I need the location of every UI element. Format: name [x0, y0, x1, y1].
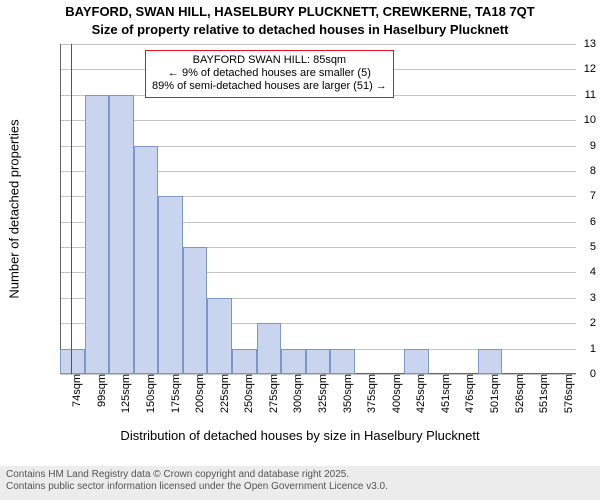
chart-container: BAYFORD, SWAN HILL, HASELBURY PLUCKNETT,… — [0, 0, 600, 500]
y-axis-label: Number of detached properties — [7, 119, 22, 298]
grid-line — [60, 44, 576, 45]
y-tick-label: 5 — [540, 241, 596, 253]
histogram-bar — [60, 349, 85, 374]
y-tick-label: 10 — [540, 114, 596, 126]
x-tick-label: 576sqm — [563, 374, 575, 413]
y-tick-label: 11 — [540, 89, 596, 101]
histogram-bar — [257, 323, 282, 374]
x-tick-label: 476sqm — [464, 374, 476, 413]
annotation-box: BAYFORD SWAN HILL: 85sqm← 9% of detached… — [145, 50, 394, 98]
x-tick-label: 74sqm — [71, 374, 83, 407]
footer-attribution: Contains HM Land Registry data © Crown c… — [0, 466, 600, 500]
x-tick-label: 325sqm — [317, 374, 329, 413]
histogram-bar — [207, 298, 232, 374]
y-tick-label: 7 — [540, 190, 596, 202]
reference-line — [71, 44, 72, 374]
x-tick-label: 350sqm — [342, 374, 354, 413]
x-tick-label: 451sqm — [440, 374, 452, 413]
histogram-bar — [183, 247, 208, 374]
footer-line-1: Contains HM Land Registry data © Crown c… — [6, 469, 594, 481]
histogram-bar — [232, 349, 257, 374]
y-tick-label: 4 — [540, 266, 596, 278]
x-tick-label: 150sqm — [145, 374, 157, 413]
x-tick-label: 275sqm — [268, 374, 280, 413]
y-tick-label: 9 — [540, 140, 596, 152]
x-tick-label: 175sqm — [170, 374, 182, 413]
annotation-line: BAYFORD SWAN HILL: 85sqm — [152, 54, 387, 67]
x-tick-label: 425sqm — [415, 374, 427, 413]
title-line-2: Size of property relative to detached ho… — [0, 22, 600, 37]
grid-line — [60, 120, 576, 121]
x-tick-label: 526sqm — [514, 374, 526, 413]
histogram-bar — [281, 349, 306, 374]
x-tick-label: 225sqm — [219, 374, 231, 413]
y-tick-label: 1 — [540, 343, 596, 355]
title-line-1: BAYFORD, SWAN HILL, HASELBURY PLUCKNETT,… — [0, 4, 600, 19]
x-tick-label: 125sqm — [120, 374, 132, 413]
histogram-bar — [306, 349, 331, 374]
histogram-bar — [478, 349, 503, 374]
x-tick-label: 250sqm — [243, 374, 255, 413]
x-tick-label: 200sqm — [194, 374, 206, 413]
annotation-line: ← 9% of detached houses are smaller (5) — [152, 67, 387, 80]
histogram-bar — [330, 349, 355, 374]
x-tick-label: 400sqm — [391, 374, 403, 413]
histogram-bar — [134, 146, 159, 374]
histogram-bar — [85, 95, 110, 374]
x-tick-label: 300sqm — [292, 374, 304, 413]
annotation-line: 89% of semi-detached houses are larger (… — [152, 80, 387, 93]
y-tick-label: 2 — [540, 317, 596, 329]
x-tick-label: 99sqm — [96, 374, 108, 407]
plot-area: BAYFORD SWAN HILL: 85sqm← 9% of detached… — [60, 44, 576, 374]
x-tick-label: 501sqm — [489, 374, 501, 413]
x-tick-label: 375sqm — [366, 374, 378, 413]
y-tick-label: 12 — [540, 63, 596, 75]
histogram-bar — [404, 349, 429, 374]
y-axis-line — [60, 44, 61, 374]
y-tick-label: 8 — [540, 165, 596, 177]
footer-line-2: Contains public sector information licen… — [6, 481, 594, 493]
histogram-bar — [109, 95, 134, 374]
y-tick-label: 3 — [540, 292, 596, 304]
y-tick-label: 6 — [540, 216, 596, 228]
y-tick-label: 13 — [540, 38, 596, 50]
x-axis-label: Distribution of detached houses by size … — [120, 428, 479, 443]
x-tick-label: 551sqm — [538, 374, 550, 413]
histogram-bar — [158, 196, 183, 374]
